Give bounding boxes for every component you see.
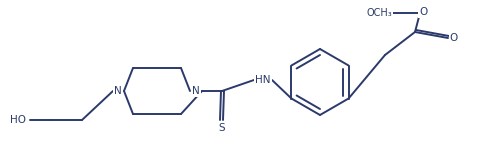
Text: S: S — [219, 123, 226, 133]
Text: N: N — [192, 86, 200, 96]
Text: O: O — [419, 7, 427, 17]
Text: HO: HO — [10, 115, 26, 125]
Text: O: O — [450, 33, 458, 43]
Text: HN: HN — [255, 75, 271, 85]
Text: N: N — [114, 86, 122, 96]
Text: OCH₃: OCH₃ — [366, 8, 392, 18]
